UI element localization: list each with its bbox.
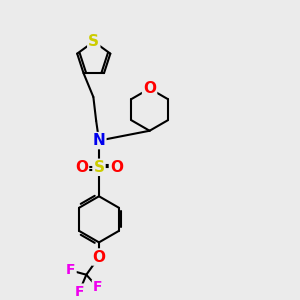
- Text: O: O: [75, 160, 88, 175]
- Text: O: O: [110, 160, 123, 175]
- Text: O: O: [143, 81, 156, 96]
- Text: F: F: [93, 280, 102, 294]
- Text: N: N: [93, 133, 105, 148]
- Text: S: S: [94, 160, 104, 175]
- Text: F: F: [66, 263, 76, 278]
- Text: S: S: [88, 34, 99, 49]
- Text: F: F: [75, 285, 84, 298]
- Text: O: O: [92, 250, 106, 265]
